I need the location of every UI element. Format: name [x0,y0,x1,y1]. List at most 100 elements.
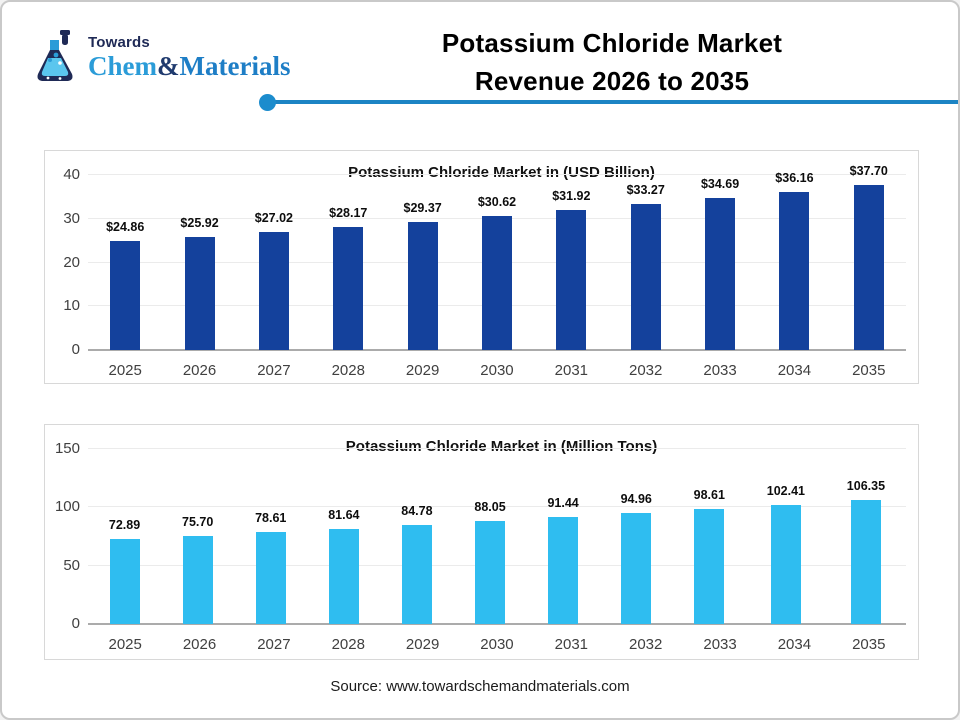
x-tick-label: 2025 [108,636,142,653]
x-tick-label: 2026 [182,636,217,653]
bar-value-label: 75.70 [182,514,214,529]
bar-slot: $33.27 [627,183,665,350]
bar-value-label: 88.05 [474,500,506,515]
bar [475,521,506,624]
bar-slot: 102.41 [767,484,805,624]
bar-value-label: $28.17 [329,205,368,220]
x-tick-label: 2031 [554,362,589,379]
y-tick-label: 100 [54,498,80,516]
x-tick-label: 2033 [703,636,737,653]
bar-value-label: 106.35 [846,478,886,493]
bar [630,204,661,350]
y-tick-label: 50 [63,556,80,574]
bar [110,241,141,350]
y-tick-label: 10 [63,297,80,315]
x-tick-label: 2029 [405,362,440,379]
bar [481,216,512,350]
bar-slot: 72.89 [109,518,140,624]
bar-slot: $27.02 [255,211,293,350]
brand-name-label: Chem&Materials [88,51,291,81]
bar-slot: 78.61 [255,511,286,624]
x-tick-label: 2035 [852,362,886,379]
x-tick-label: 2030 [480,636,514,653]
bar [407,221,438,350]
x-tick-label: 2034 [777,636,812,653]
bar [850,499,881,624]
y-tick-label: 0 [71,615,80,632]
x-tick-label: 2035 [852,636,886,653]
bar-slot: 98.61 [694,488,725,624]
bar-slot: $36.16 [775,170,814,350]
flask-icon [37,30,73,81]
bar-slot: 81.64 [328,508,359,624]
x-axis-labels: 2025 2026 2027 2028 2029 2030 2031 2032 2033 2034… [88,362,906,379]
bar-value-label: 78.61 [255,511,287,526]
x-tick-label: 2029 [405,636,440,653]
bar-value-label: 72.89 [108,517,141,532]
bar-slot: 88.05 [474,500,506,624]
x-tick-label: 2032 [629,362,663,379]
x-tick-label: 2030 [480,362,514,379]
source-text: Source: www.towardschemandmaterials.com [330,678,630,695]
bar-slot: $24.86 [106,220,144,350]
bar-slot: 94.96 [621,492,652,624]
bar-value-label: 81.64 [328,507,360,522]
bar-value-label: 91.44 [547,496,579,511]
x-axis-line [88,623,906,625]
bar [779,191,810,350]
brand-logo-text: Towards Chem&Materials [88,30,290,81]
x-axis-line [88,349,906,351]
x-tick-label: 2034 [777,362,812,379]
bar-value-label: $27.02 [254,210,294,225]
bar-value-label: 84.78 [401,504,433,519]
gridline [88,448,906,449]
bar [548,517,579,624]
bar [255,532,286,624]
bar-slot: 106.35 [847,479,885,624]
x-tick-label: 2027 [257,362,291,379]
bars-container: $24.86 $25.92 $27.02 $28.17 $29.37 $30.62 $31.… [88,164,906,350]
bar-value-label: 98.61 [693,487,725,502]
title-underline-dot [259,94,276,111]
bar [705,198,736,350]
bar [182,535,213,624]
bar [333,226,364,350]
bar-slot: $29.37 [404,201,442,350]
page-title: Potassium Chloride Market Revenue 2026 t… [302,24,922,100]
bar [694,508,725,624]
bar [853,185,884,350]
y-tick-label: 0 [71,341,80,358]
plot-area: 0 50 100 150 72.89 75.70 78.61 81.64 84.78 88.05 9… [55,440,906,632]
bar-value-label: $25.92 [180,215,219,230]
bar-slot: $30.62 [478,195,516,350]
bar [556,210,587,350]
bar-value-label: $31.92 [552,189,591,204]
bar-value-label: $29.37 [403,200,442,215]
page-title-line1: Potassium Chloride Market [441,28,783,58]
bar-slot: 91.44 [547,496,579,624]
bar-value-label: $30.62 [477,195,517,210]
bar-slot: $28.17 [329,206,367,350]
bar-slot: $34.69 [701,177,739,350]
bars-container: 72.89 75.70 78.61 81.64 84.78 88.05 91.44 94.96… [88,449,906,624]
gridline [88,506,906,508]
title-underline [274,100,958,104]
chart-title: Potassium Chloride Market in (Million To… [345,438,658,455]
bar-value-label: $37.70 [849,164,888,179]
x-tick-label: 2028 [331,362,365,379]
bar-value-label: 94.96 [620,492,652,507]
x-tick-label: 2033 [703,362,737,379]
bar [621,513,652,624]
bar-value-label: $34.69 [700,177,740,192]
chart-title: Potassium Chloride Market in (USD Billio… [348,164,655,181]
bar [401,525,432,624]
bar [258,231,289,350]
brand-towards-label: Towards [88,34,150,51]
bar-value-label: $36.16 [775,170,814,185]
bar-slot: $37.70 [850,164,888,350]
plot-area: 0 10 20 30 40 $24.86 $25.92 $27.02 $28.17 $29.37 $… [63,164,906,358]
bar [770,504,801,624]
x-tick-label: 2032 [629,636,663,653]
x-tick-label: 2028 [331,636,365,653]
